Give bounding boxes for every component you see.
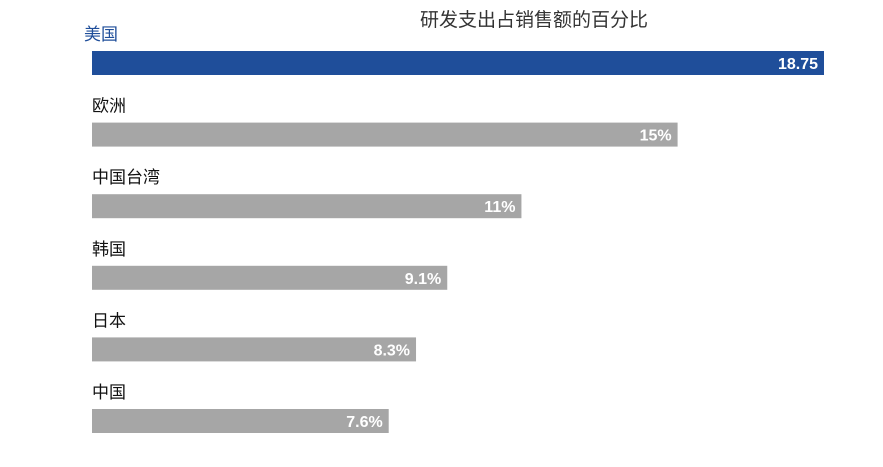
chart-title: 研发支出占销售额的百分比 <box>420 9 648 31</box>
value-label: 11% <box>484 199 515 216</box>
bars-group: 美国 18.75 欧洲 15% 中国台湾 11% 韩国 9.1% 日本 8.3% 中国 7.6% <box>84 25 824 433</box>
value-label: 15% <box>640 128 672 145</box>
bar <box>92 337 417 362</box>
bar <box>92 122 678 147</box>
bar <box>92 265 448 290</box>
category-label: 日本 <box>92 311 126 331</box>
bar <box>92 409 389 433</box>
value-label: 18.75 <box>778 56 818 73</box>
bar <box>92 51 824 75</box>
category-label: 中国台湾 <box>92 168 160 188</box>
value-label: 7.6% <box>346 414 382 431</box>
category-label: 欧洲 <box>92 97 126 117</box>
category-label: 美国 <box>84 25 118 45</box>
bar <box>92 194 522 219</box>
value-label: 8.3% <box>374 342 410 359</box>
category-label: 中国 <box>92 383 126 403</box>
value-label: 9.1% <box>405 271 441 288</box>
category-label: 韩国 <box>92 240 126 260</box>
